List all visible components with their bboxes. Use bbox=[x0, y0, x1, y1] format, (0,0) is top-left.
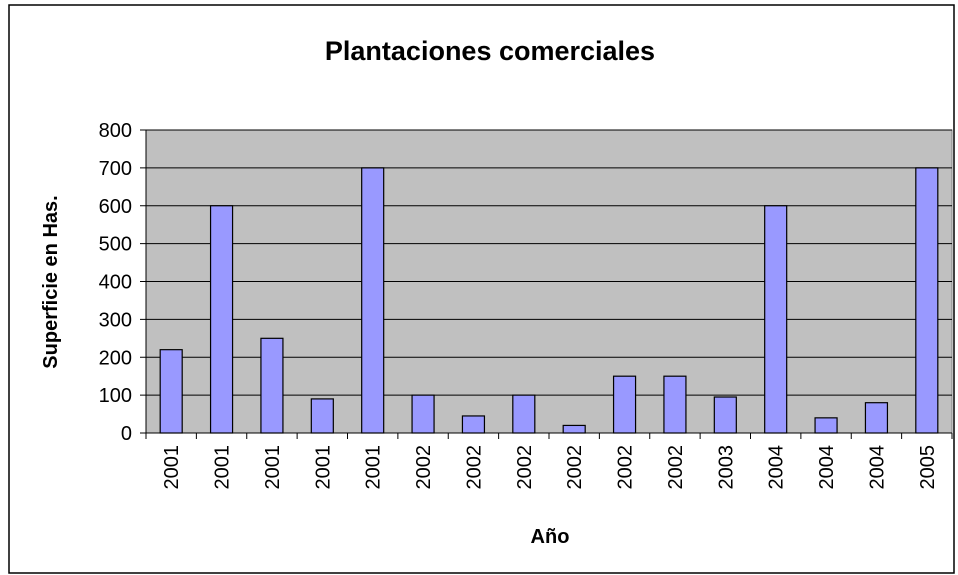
x-tick-label: 2002 bbox=[413, 445, 435, 490]
x-tick-label: 2001 bbox=[312, 445, 334, 490]
x-tick-label: 2002 bbox=[615, 445, 637, 490]
bar bbox=[209, 205, 234, 434]
y-tick-label: 300 bbox=[99, 309, 132, 331]
x-tick-label: 2004 bbox=[816, 445, 838, 490]
bar bbox=[814, 417, 838, 434]
bar bbox=[562, 424, 586, 434]
bar bbox=[512, 394, 536, 434]
bar bbox=[864, 402, 889, 434]
y-tick-label: 100 bbox=[99, 385, 132, 407]
y-tick-label: 500 bbox=[99, 234, 132, 256]
y-axis-label: Superficie en Has. bbox=[40, 195, 62, 368]
bar bbox=[663, 375, 687, 434]
y-tick-label: 800 bbox=[99, 120, 132, 142]
y-tick-label: 0 bbox=[121, 423, 132, 445]
bar bbox=[361, 167, 385, 434]
x-tick-label: 2002 bbox=[463, 445, 485, 490]
x-axis-label: Año bbox=[531, 526, 570, 548]
x-tick-label: 2002 bbox=[564, 445, 586, 490]
x-tick-label: 2005 bbox=[917, 445, 939, 490]
y-tick-label: 200 bbox=[99, 347, 132, 369]
y-tick-label: 400 bbox=[99, 272, 132, 294]
x-tick-label: 2002 bbox=[514, 445, 536, 490]
y-tick-label: 700 bbox=[99, 158, 132, 180]
chart-title: Plantaciones comerciales bbox=[325, 36, 655, 66]
bar bbox=[159, 349, 183, 434]
bar bbox=[612, 375, 637, 434]
x-tick-label: 2003 bbox=[715, 445, 737, 490]
x-tick-label: 2001 bbox=[212, 445, 234, 490]
y-tick-label: 600 bbox=[99, 196, 132, 218]
bar bbox=[713, 396, 737, 434]
bar bbox=[260, 337, 284, 434]
x-tick-label: 2001 bbox=[363, 445, 385, 490]
bar bbox=[764, 205, 788, 434]
x-tick-label: 2004 bbox=[766, 445, 788, 490]
bar bbox=[461, 415, 486, 434]
x-tick-label: 2001 bbox=[262, 445, 284, 490]
x-tick-label: 2002 bbox=[665, 445, 687, 490]
x-tick-label: 2001 bbox=[161, 445, 183, 490]
bar bbox=[310, 398, 334, 434]
bar bbox=[915, 167, 939, 434]
x-tick-label: 2004 bbox=[866, 445, 888, 490]
bar bbox=[411, 394, 435, 434]
